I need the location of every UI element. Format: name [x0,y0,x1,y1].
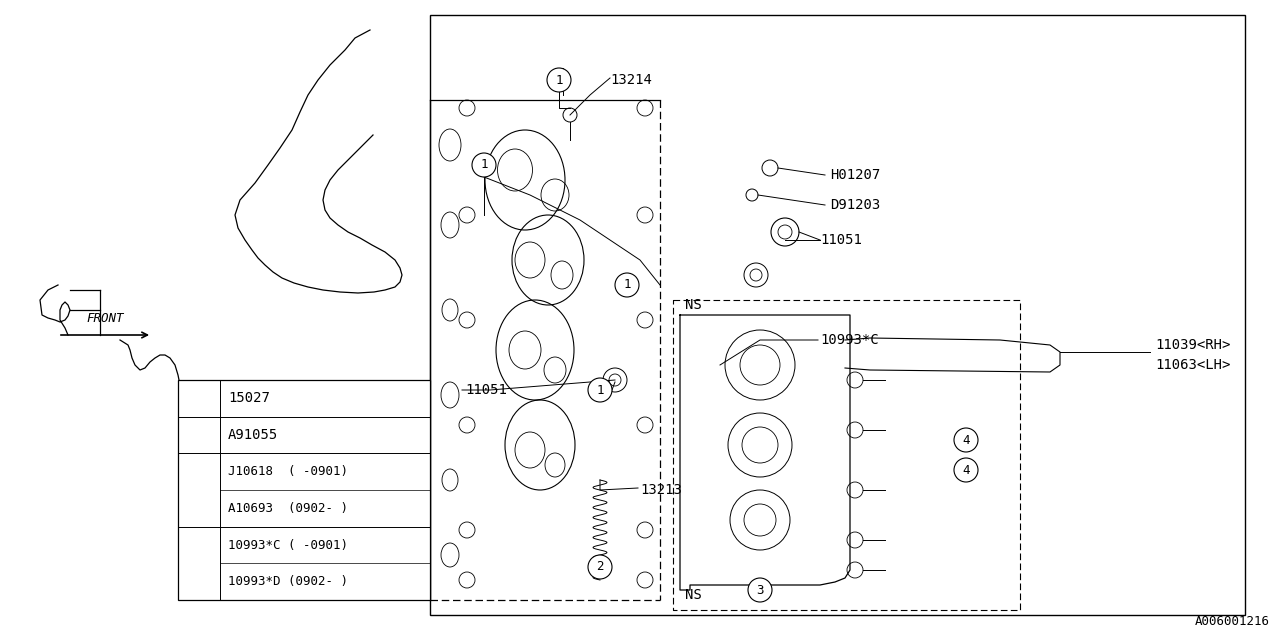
Text: NS: NS [685,588,701,602]
Bar [178,380,430,600]
Text: D91203: D91203 [829,198,881,212]
Text: A006001216: A006001216 [1196,615,1270,628]
Text: 1: 1 [596,383,604,397]
Text: 13213: 13213 [640,483,682,497]
Text: 11051: 11051 [820,233,861,247]
Circle shape [186,421,212,449]
Circle shape [614,273,639,297]
Circle shape [186,549,212,577]
Text: 11039<RH>: 11039<RH> [1155,338,1230,352]
Text: 4: 4 [196,557,202,570]
Text: 11063<LH>: 11063<LH> [1155,358,1230,372]
Text: NS: NS [685,298,701,312]
Circle shape [954,458,978,482]
Text: 1: 1 [623,278,631,291]
Text: A91055: A91055 [228,428,278,442]
Text: 10993*D (0902- ): 10993*D (0902- ) [228,575,348,588]
Text: 11051: 11051 [465,383,507,397]
Text: H01207: H01207 [829,168,881,182]
Circle shape [186,476,212,504]
Text: A10693  (0902- ): A10693 (0902- ) [228,502,348,515]
Text: 4: 4 [963,463,970,477]
Circle shape [472,153,497,177]
Text: 3: 3 [196,483,202,497]
Text: 2: 2 [196,429,202,442]
Text: 1: 1 [480,159,488,172]
Text: 3: 3 [756,584,764,596]
Circle shape [547,68,571,92]
Text: 1: 1 [196,392,202,405]
Text: 1: 1 [556,74,563,86]
Circle shape [588,555,612,579]
Circle shape [588,378,612,402]
Text: 4: 4 [963,433,970,447]
Circle shape [186,385,212,412]
Text: 10993*C ( -0901): 10993*C ( -0901) [228,538,348,552]
Text: 15027: 15027 [228,391,270,405]
Text: 13214: 13214 [611,73,652,87]
Circle shape [954,428,978,452]
Circle shape [748,578,772,602]
Text: 2: 2 [596,561,604,573]
Text: FRONT: FRONT [86,312,124,325]
Bar [430,15,1245,615]
Text: J10618  ( -0901): J10618 ( -0901) [228,465,348,478]
Text: 10993*C: 10993*C [820,333,878,347]
